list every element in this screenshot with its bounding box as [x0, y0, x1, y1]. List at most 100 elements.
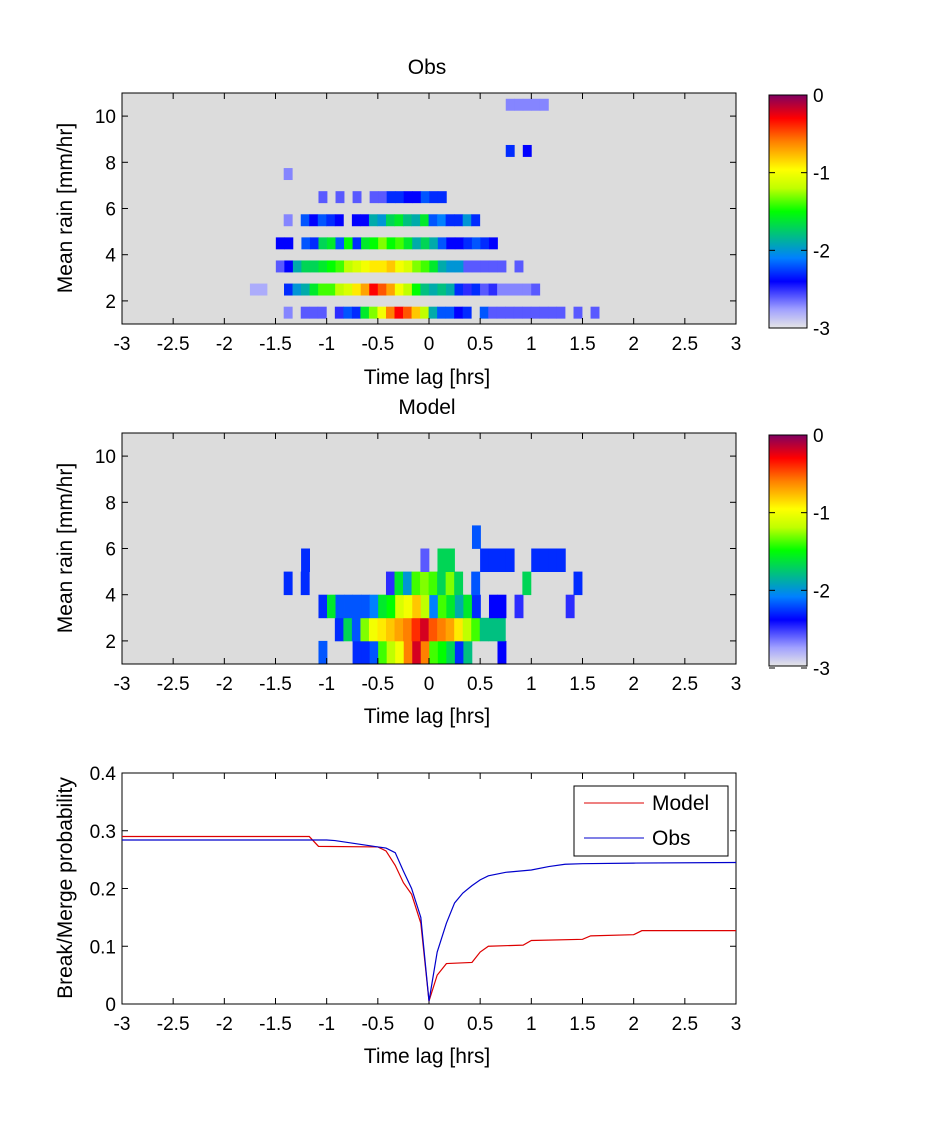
heatmap-cell — [420, 617, 430, 642]
heatmap-cell — [539, 306, 549, 319]
heatmap-cell — [412, 594, 422, 619]
heatmap-cell — [386, 594, 396, 619]
heatmap-cell — [437, 617, 447, 642]
heatmap-cell — [445, 571, 455, 596]
y-tick-label: 10 — [95, 447, 116, 468]
heatmap-cell — [284, 283, 293, 296]
heatmap-cell — [480, 237, 490, 250]
heatmap-cell — [292, 283, 302, 296]
heatmap-cell — [454, 594, 464, 619]
heatmap-cell — [412, 260, 422, 273]
x-tick-label: 1.5 — [569, 334, 595, 355]
y-tick-label: 6 — [105, 540, 116, 561]
heatmap-cell — [530, 306, 540, 319]
heatmap-cell — [488, 548, 498, 572]
heatmap-cell — [463, 594, 473, 619]
heatmap-cell — [420, 260, 430, 273]
heatmap-cell — [462, 306, 472, 319]
colorbar-tick-label: -1 — [813, 164, 830, 185]
heatmap-cell — [463, 237, 473, 250]
heatmap-cell — [300, 571, 310, 596]
obs-y-ticks: 2 4 6 8 10 — [95, 107, 736, 313]
heatmap-cell — [471, 237, 481, 250]
heatmap-cell — [420, 640, 430, 665]
heatmap-cell — [462, 617, 472, 642]
heatmap-cell — [471, 571, 481, 596]
line-y-axis-label: Break/Merge probability — [54, 777, 77, 999]
x-tick-label: 3 — [731, 334, 742, 355]
heatmap-cell — [522, 571, 532, 596]
x-tick-label: -1.5 — [259, 1014, 292, 1035]
heatmap-cell — [445, 283, 455, 296]
heatmap-cell — [344, 260, 353, 273]
heatmap-cell — [369, 640, 379, 665]
heatmap-cell — [385, 214, 395, 227]
heatmap-cell — [352, 594, 362, 619]
heatmap-cell — [420, 283, 430, 296]
x-tick-label: 0.5 — [467, 334, 493, 355]
heatmap-cell — [445, 306, 455, 319]
heatmap-cell — [479, 617, 489, 642]
heatmap-cell — [395, 237, 405, 250]
heatmap-cell — [386, 260, 396, 273]
x-tick-label: -1.5 — [259, 334, 292, 355]
heatmap-cell — [522, 144, 532, 157]
heatmap-cell — [369, 260, 379, 273]
heatmap-cell — [361, 237, 370, 250]
model-x-ticks: -3 -2.5 -2 -1.5 -1 -0.5 0 0.5 1 1.5 2 2.5 3 — [114, 433, 741, 695]
heatmap-cell — [454, 640, 464, 665]
x-tick-label: -1 — [318, 334, 335, 355]
heatmap-cell — [437, 571, 447, 596]
heatmap-cell — [471, 260, 481, 273]
heatmap-cell — [446, 548, 455, 572]
x-tick-label: 1.5 — [569, 674, 595, 695]
heatmap-cell — [454, 283, 464, 296]
colorbar-tick-label: -1 — [813, 504, 830, 525]
x-tick-label: -2.5 — [157, 674, 190, 695]
obs-title: Obs — [408, 56, 447, 79]
heatmap-cell — [514, 260, 524, 273]
heatmap-cell — [497, 548, 507, 572]
series-line-obs — [122, 839, 737, 1002]
x-tick-label: -1 — [318, 674, 335, 695]
x-tick-label: 0.5 — [467, 1014, 493, 1035]
model-colorbar — [768, 434, 808, 667]
heatmap-cell — [454, 237, 464, 250]
heatmap-cell — [403, 306, 412, 319]
heatmap-cell — [318, 594, 328, 619]
heatmap-cell — [412, 237, 422, 250]
heatmap-cell — [395, 640, 405, 665]
heatmap-cell — [283, 571, 293, 596]
heatmap-cell — [369, 191, 379, 204]
heatmap-cell — [497, 640, 507, 665]
heatmap-cell — [352, 640, 362, 665]
heatmap-cell — [284, 260, 294, 273]
colorbar-tick-label: -2 — [813, 241, 830, 262]
heatmap-cell — [335, 191, 345, 204]
heatmap-cell — [454, 617, 464, 642]
heatmap-cell — [326, 214, 336, 227]
y-tick-label: 0.2 — [90, 880, 116, 901]
heatmap-cell — [437, 260, 447, 273]
heatmap-cell — [360, 306, 370, 319]
x-tick-label: 0 — [424, 1014, 435, 1035]
heatmap-cell — [301, 260, 311, 273]
heatmap-cell — [344, 237, 353, 250]
heatmap-cell — [479, 306, 489, 319]
heatmap-cell — [378, 237, 388, 250]
heatmap-cell — [394, 283, 404, 296]
x-tick-label: -1.5 — [259, 674, 292, 695]
model-heatmap-panel: Model -3 -2.5 -2 -1.5 -1 -0.5 0 0.5 1 1.5 2 2.5 3 2 4… — [54, 396, 830, 728]
x-tick-label: -3 — [114, 1014, 131, 1035]
obs-x-ticks: -3 -2.5 -2 -1.5 -1 -0.5 0 0.5 1 1.5 2 2.5 3 — [114, 93, 742, 355]
heatmap-cell — [386, 237, 396, 250]
heatmap-cell — [378, 191, 388, 204]
heatmap-cell — [428, 283, 438, 296]
heatmap-cell — [488, 237, 498, 250]
heatmap-cell — [539, 98, 549, 111]
x-tick-label: 0 — [424, 334, 435, 355]
heatmap-cell — [488, 260, 498, 273]
heatmap-cell — [573, 306, 583, 319]
heatmap-cell — [292, 260, 302, 273]
